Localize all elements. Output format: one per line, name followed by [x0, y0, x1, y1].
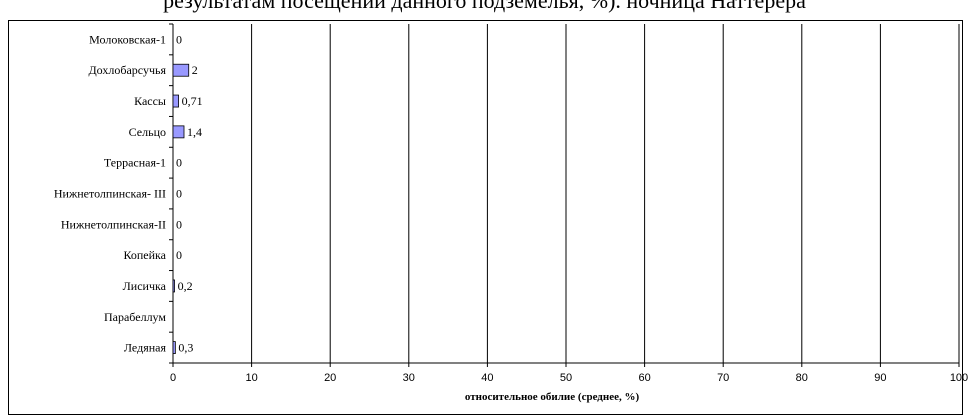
- value-label: 2: [192, 63, 198, 77]
- value-label: 0,71: [182, 94, 203, 108]
- category-label: Лисичка: [123, 279, 167, 293]
- value-label: 1,4: [187, 125, 202, 139]
- category-label: Нижнетолпинская- III: [54, 187, 166, 201]
- category-label: Копейка: [123, 248, 166, 262]
- x-tick-label: 60: [638, 372, 650, 384]
- x-tick-label: 100: [950, 372, 968, 384]
- value-label: 0: [176, 248, 182, 262]
- category-label: Молоковская-1: [89, 32, 166, 46]
- value-label: 0: [176, 32, 182, 46]
- x-tick-label: 50: [560, 372, 572, 384]
- category-label: Парабеллум: [104, 310, 166, 324]
- x-tick-label: 30: [403, 372, 415, 384]
- chart-frame: [8, 20, 963, 415]
- value-label: 0: [176, 187, 182, 201]
- x-tick-label: 0: [170, 372, 176, 384]
- value-label: 0: [176, 156, 182, 170]
- bar: [172, 341, 176, 354]
- value-label: 0,2: [178, 279, 193, 293]
- category-label: Дохлобарсучья: [88, 63, 166, 77]
- category-label: Кассы: [134, 94, 166, 108]
- x-tick-label: 90: [874, 372, 886, 384]
- x-tick-label: 10: [245, 372, 257, 384]
- x-axis-title: относительное обилие (среднее, %): [465, 391, 640, 403]
- category-label: Террасная-1: [104, 156, 166, 170]
- value-label: 0,3: [178, 341, 193, 355]
- bar: [172, 279, 175, 293]
- x-tick-label: 70: [717, 372, 729, 384]
- value-label: 0: [176, 217, 182, 231]
- category-label: Ледяная: [124, 341, 167, 355]
- x-tick-label: 80: [796, 372, 808, 384]
- bar: [172, 94, 179, 108]
- bar: [172, 63, 190, 77]
- bar: [172, 125, 185, 139]
- x-tick-label: 40: [481, 372, 493, 384]
- x-tick-label: 20: [324, 372, 336, 384]
- category-label: Сельцо: [129, 125, 166, 139]
- category-label: Нижнетолпинская-II: [61, 217, 166, 231]
- chart-heading: результатам посещений данного подземелья…: [163, 0, 806, 13]
